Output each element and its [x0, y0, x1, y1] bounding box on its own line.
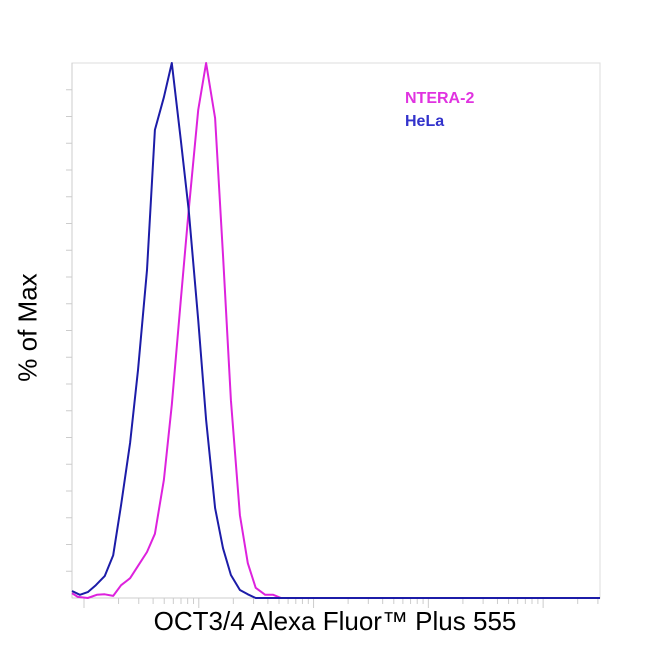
y-axis-label: % of Max: [12, 273, 43, 382]
series-line-hela: [71, 62, 600, 599]
series-line-ntera-2: [71, 62, 600, 599]
legend-ntera2: NTERA-2: [405, 90, 475, 107]
x-axis-label: OCT3/4 Alexa Fluor™ Plus 555: [153, 606, 517, 636]
plot-frame: [71, 62, 601, 599]
legend-hela: HeLa: [405, 113, 445, 130]
